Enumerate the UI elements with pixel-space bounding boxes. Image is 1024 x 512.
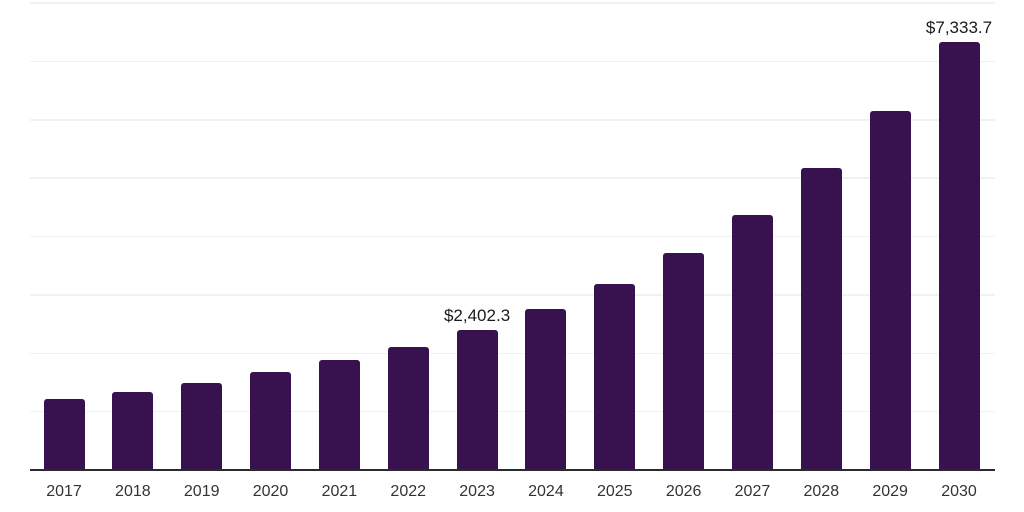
x-tick-label-2022: 2022 (390, 483, 427, 500)
gridline-7000 (30, 60, 995, 63)
x-tick-label-2030: 2030 (941, 483, 977, 500)
bar-2017 (43, 399, 85, 470)
x-tick-label-2017: 2017 (46, 483, 82, 500)
x-tick-label-2027: 2027 (734, 483, 771, 500)
data-label-2023: $2,402.3 (443, 305, 511, 325)
bar-2019 (181, 383, 223, 470)
bar-2025 (594, 284, 636, 470)
bar-2022 (387, 346, 429, 470)
gridline-5000 (30, 177, 995, 179)
gridline-1000 (30, 410, 995, 413)
x-tick-label-2025: 2025 (596, 483, 633, 500)
data-label-2030: $7,333.7 (925, 17, 993, 37)
x-axis-line (30, 469, 995, 471)
x-tick-label-2029: 2029 (872, 483, 908, 500)
x-tick-label-2018: 2018 (115, 483, 151, 500)
x-tick-label-2028: 2028 (803, 483, 840, 500)
gridline-4000 (30, 235, 995, 238)
gridline-8000 (30, 2, 995, 4)
bar-2023 (456, 329, 498, 470)
gridline-2000 (30, 352, 995, 354)
bar-2028 (800, 168, 842, 470)
bar-2030 (938, 41, 980, 470)
gridline-6000 (30, 119, 995, 121)
x-tick-label-2023: 2023 (459, 483, 495, 500)
x-tick-label-2020: 2020 (252, 483, 289, 500)
bar-2024 (525, 309, 567, 470)
bar-2027 (731, 214, 773, 470)
x-tick-label-2024: 2024 (528, 483, 564, 500)
bar-2021 (318, 360, 360, 470)
x-tick-label-2021: 2021 (321, 483, 358, 500)
x-tick-label-2026: 2026 (665, 483, 702, 500)
gridline-3000 (30, 294, 995, 296)
bar-2020 (250, 371, 292, 470)
x-tick-label-2019: 2019 (183, 483, 220, 500)
bar-2029 (869, 110, 911, 470)
bar-2026 (663, 252, 705, 470)
bar-2018 (112, 391, 154, 470)
